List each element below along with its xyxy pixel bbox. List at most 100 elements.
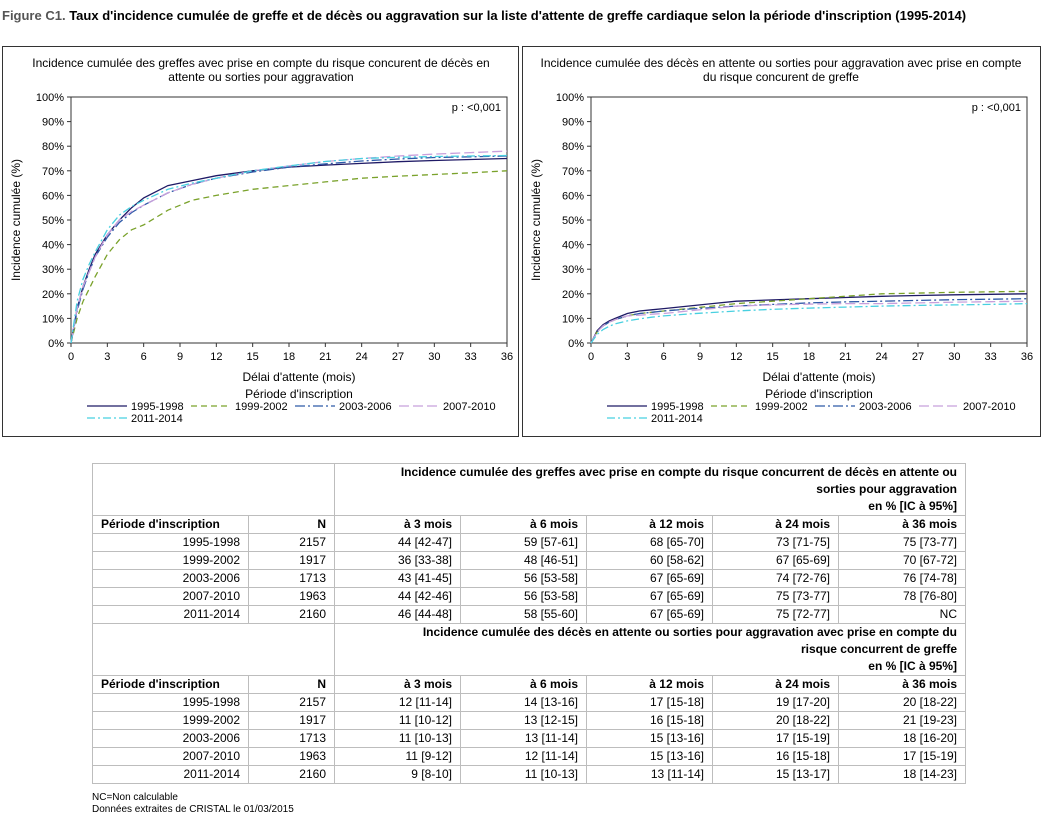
series-line-2011-2014 — [70, 154, 508, 344]
x-tick-label: 30 — [948, 351, 960, 363]
x-tick-label: 0 — [68, 351, 74, 363]
table-row: 1995-1998 2157 12 [11-14] 14 [13-16] 17 [15-… — [92, 693, 966, 712]
table-row: 2007-2010 1963 44 [42-46] 56 [53-58] 67 [65-… — [92, 587, 966, 606]
column-header: N — [248, 515, 335, 534]
table-cell: 70 [67-72] — [838, 551, 966, 570]
y-axis-label: Incidence cumulée (%) — [529, 159, 543, 281]
series-line-2007-2010 — [70, 150, 508, 344]
x-tick-label: 12 — [210, 351, 222, 363]
x-tick-label: 18 — [803, 351, 815, 363]
table-cell: 48 [46-51] — [460, 551, 587, 570]
table-cell: 73 [71-75] — [712, 533, 839, 552]
table-cell: 13 [12-15] — [460, 711, 587, 730]
table-cell: 2011-2014 — [92, 605, 249, 624]
table-cell: 2007-2010 — [92, 747, 249, 766]
table-cell: 11 [9-12] — [334, 747, 461, 766]
table-cell: 15 [13-16] — [586, 729, 713, 748]
figure-label: Figure C1. — [2, 8, 66, 23]
y-tick-label: 20% — [562, 289, 584, 301]
table-row: 2003-2006 1713 43 [41-45] 56 [53-58] 67 [65-… — [92, 569, 966, 588]
table-cell: 59 [57-61] — [460, 533, 587, 552]
table-cell: 2003-2006 — [92, 729, 249, 748]
y-tick-label: 60% — [562, 190, 584, 202]
chart-deaths: Incidence cumulée des décès en attente o… — [529, 56, 1033, 425]
y-tick-label: 30% — [42, 264, 64, 276]
x-tick-label: 24 — [356, 351, 368, 363]
legend-label-1995-1998: 1995-1998 — [131, 401, 184, 413]
y-tick-label: 50% — [562, 215, 584, 227]
chart-title-line: Incidence cumulée des greffes avec prise… — [32, 56, 489, 70]
y-tick-label: 90% — [42, 117, 64, 129]
table-cell: 16 [15-18] — [586, 711, 713, 730]
footnotes: NC=Non calculable Données extraites de C… — [92, 792, 294, 816]
legend-label-2003-2006: 2003-2006 — [859, 401, 912, 413]
table-row: 1999-2002 1917 11 [10-12] 13 [12-15] 16 [15-… — [92, 711, 966, 730]
table-cell: 12 [11-14] — [460, 747, 587, 766]
table-cell: 44 [42-46] — [334, 587, 461, 606]
legend-label-1999-2002: 1999-2002 — [235, 401, 288, 413]
legend-title: Période d'inscription — [765, 387, 873, 401]
figure-title-text: Taux d'incidence cumulée de greffe et de… — [69, 8, 967, 23]
legend-label-1999-2002: 1999-2002 — [755, 401, 808, 413]
y-tick-label: 100% — [556, 92, 584, 104]
table-cell: 1995-1998 — [92, 693, 249, 712]
table-cell: 11 [10-13] — [334, 729, 461, 748]
legend-title: Période d'inscription — [245, 387, 353, 401]
table-cell: 2007-2010 — [92, 587, 249, 606]
table-cell: 9 [8-10] — [334, 765, 461, 784]
table-cell: 1713 — [248, 569, 335, 588]
series-line-1995-1998 — [70, 157, 508, 344]
table-row: 2007-2010 1963 11 [9-12] 12 [11-14] 15 [13-1… — [92, 747, 966, 766]
table-cell: 20 [18-22] — [838, 693, 966, 712]
table-cell: 15 [13-17] — [712, 765, 839, 784]
table-cell: 1917 — [248, 551, 335, 570]
column-header: à 6 mois — [460, 515, 587, 534]
table-cell: 19 [17-20] — [712, 693, 839, 712]
y-tick-label: 40% — [42, 240, 64, 252]
table-cell: 2003-2006 — [92, 569, 249, 588]
section-title-row: Incidence cumulée des greffes avec prise… — [92, 463, 966, 516]
series-line-2011-2014 — [590, 302, 1028, 344]
x-tick-label: 30 — [428, 351, 440, 363]
figure-title: Figure C1. Taux d'incidence cumulée de g… — [2, 8, 966, 23]
x-tick-label: 33 — [985, 351, 997, 363]
y-tick-label: 20% — [42, 289, 64, 301]
column-header: N — [248, 675, 335, 694]
section-title: Incidence cumulée des greffes avec prise… — [334, 463, 966, 516]
table-cell: 14 [13-16] — [460, 693, 587, 712]
table-cell: 20 [18-22] — [712, 711, 839, 730]
table-cell: 11 [10-13] — [460, 765, 587, 784]
table-cell: 18 [16-20] — [838, 729, 966, 748]
section-title-line: en % [IC à 95%] — [868, 499, 957, 513]
footnote-nc: NC=Non calculable — [92, 792, 178, 803]
section-title-line: Incidence cumulée des greffes avec prise… — [400, 465, 957, 479]
table-cell: 67 [65-69] — [586, 569, 713, 588]
series-line-2003-2006 — [70, 155, 508, 344]
chart-title-line: attente ou sorties pour aggravation — [168, 70, 353, 84]
chart-panel-grafts: Incidence cumulée des greffes avec prise… — [2, 46, 519, 437]
table-cell: 2160 — [248, 765, 335, 784]
x-tick-label: 15 — [767, 351, 779, 363]
x-tick-label: 33 — [465, 351, 477, 363]
y-tick-label: 10% — [562, 313, 584, 325]
table-cell: 1713 — [248, 729, 335, 748]
x-tick-label: 6 — [661, 351, 667, 363]
footnote-source: Données extraites de CRISTAL le 01/03/20… — [92, 804, 294, 815]
table-cell: 2160 — [248, 605, 335, 624]
column-header: à 36 mois — [838, 515, 966, 534]
table-cell: 1995-1998 — [92, 533, 249, 552]
section-title-row: Incidence cumulée des décès en attente o… — [92, 623, 966, 676]
table-cell: 44 [42-47] — [334, 533, 461, 552]
table-cell: 12 [11-14] — [334, 693, 461, 712]
x-tick-label: 9 — [697, 351, 703, 363]
column-header: à 12 mois — [586, 515, 713, 534]
x-axis-label: Délai d'attente (mois) — [242, 370, 355, 384]
y-tick-label: 80% — [562, 141, 584, 153]
table-row: 2011-2014 2160 9 [8-10] 11 [10-13] 13 [11-14… — [92, 765, 966, 784]
table-cell: 21 [19-23] — [838, 711, 966, 730]
column-header: à 3 mois — [334, 675, 461, 694]
legend-label-2011-2014: 2011-2014 — [651, 413, 703, 425]
column-header: à 36 mois — [838, 675, 966, 694]
table-cell: 2157 — [248, 533, 335, 552]
